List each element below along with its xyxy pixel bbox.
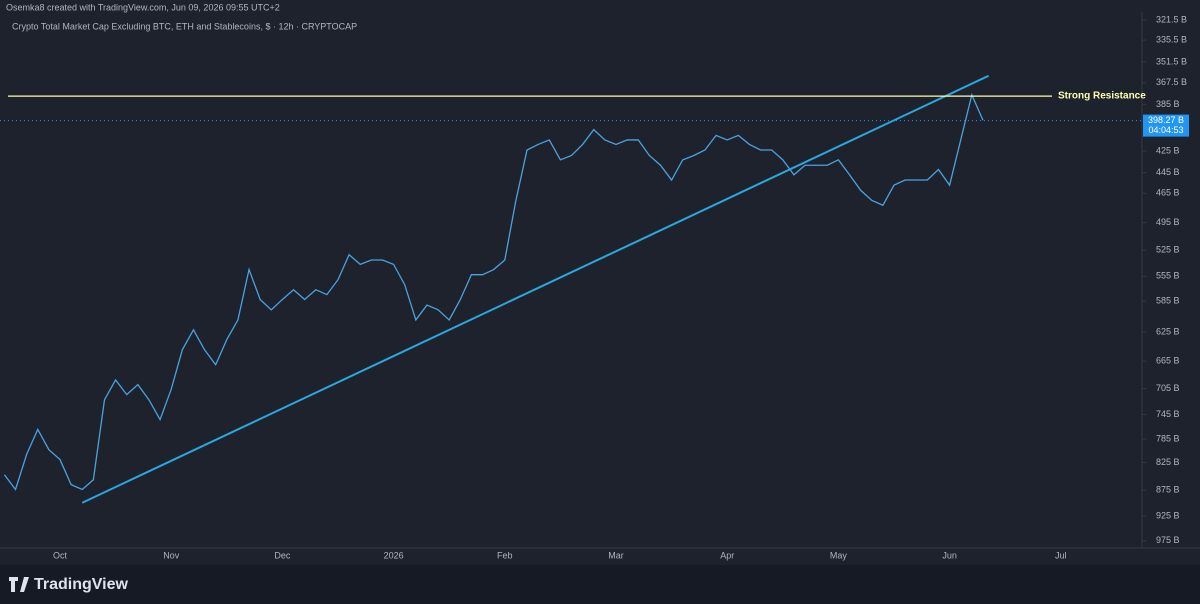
y-tick-label: 925 B xyxy=(1156,510,1180,520)
y-tick-label: 367.5 B xyxy=(1156,77,1187,87)
resistance-label: Strong Resistance xyxy=(1058,91,1146,102)
last-price-label: 398.27 B xyxy=(1148,115,1184,125)
price-line xyxy=(3,92,984,491)
x-tick-label: 2026 xyxy=(384,550,404,560)
y-tick-label: 585 B xyxy=(1156,295,1180,305)
logo-icon xyxy=(9,577,29,592)
y-tick-label: 465 B xyxy=(1156,188,1180,198)
countdown: 04:04:53 xyxy=(1148,125,1183,135)
y-tick-label: 425 B xyxy=(1156,145,1180,155)
y-tick-label: 665 B xyxy=(1156,356,1180,366)
y-tick-label: 875 B xyxy=(1156,484,1180,494)
y-tick-label: 495 B xyxy=(1156,217,1180,227)
y-tick-label: 825 B xyxy=(1156,457,1180,467)
header: Osemka8 created with TradingView.com, Ju… xyxy=(6,2,280,12)
x-tick-label: May xyxy=(830,550,848,560)
x-tick-label: Jun xyxy=(942,550,957,560)
x-tick-label: Jul xyxy=(1055,550,1067,560)
y-tick-label: 335.5 B xyxy=(1156,34,1187,44)
chart-panel xyxy=(0,0,1200,565)
chart-title: Crypto Total Market Cap Excluding BTC, E… xyxy=(12,21,357,31)
y-tick-label: 385 B xyxy=(1156,99,1180,109)
y-tick-label: 555 B xyxy=(1156,271,1180,281)
y-tick-label: 445 B xyxy=(1156,167,1180,177)
y-tick-label: 705 B xyxy=(1156,383,1180,393)
x-tick-label: Mar xyxy=(608,550,624,560)
y-tick-label: 975 B xyxy=(1156,535,1180,545)
y-tick-label: 745 B xyxy=(1156,409,1180,419)
y-tick-label: 351.5 B xyxy=(1156,56,1187,66)
x-tick-label: Apr xyxy=(720,550,734,560)
y-tick-label: 785 B xyxy=(1156,433,1180,443)
x-tick-label: Feb xyxy=(497,550,513,560)
trendline xyxy=(81,74,989,504)
last-price-box xyxy=(1143,114,1189,137)
x-tick-label: Oct xyxy=(53,550,68,560)
x-tick-label: Nov xyxy=(163,550,180,560)
y-tick-label: 625 B xyxy=(1156,326,1180,336)
x-tick-label: Dec xyxy=(274,550,291,560)
y-tick-label: 525 B xyxy=(1156,245,1180,255)
logo: TradingView xyxy=(34,576,129,593)
y-tick-label: 321.5 B xyxy=(1156,14,1187,24)
